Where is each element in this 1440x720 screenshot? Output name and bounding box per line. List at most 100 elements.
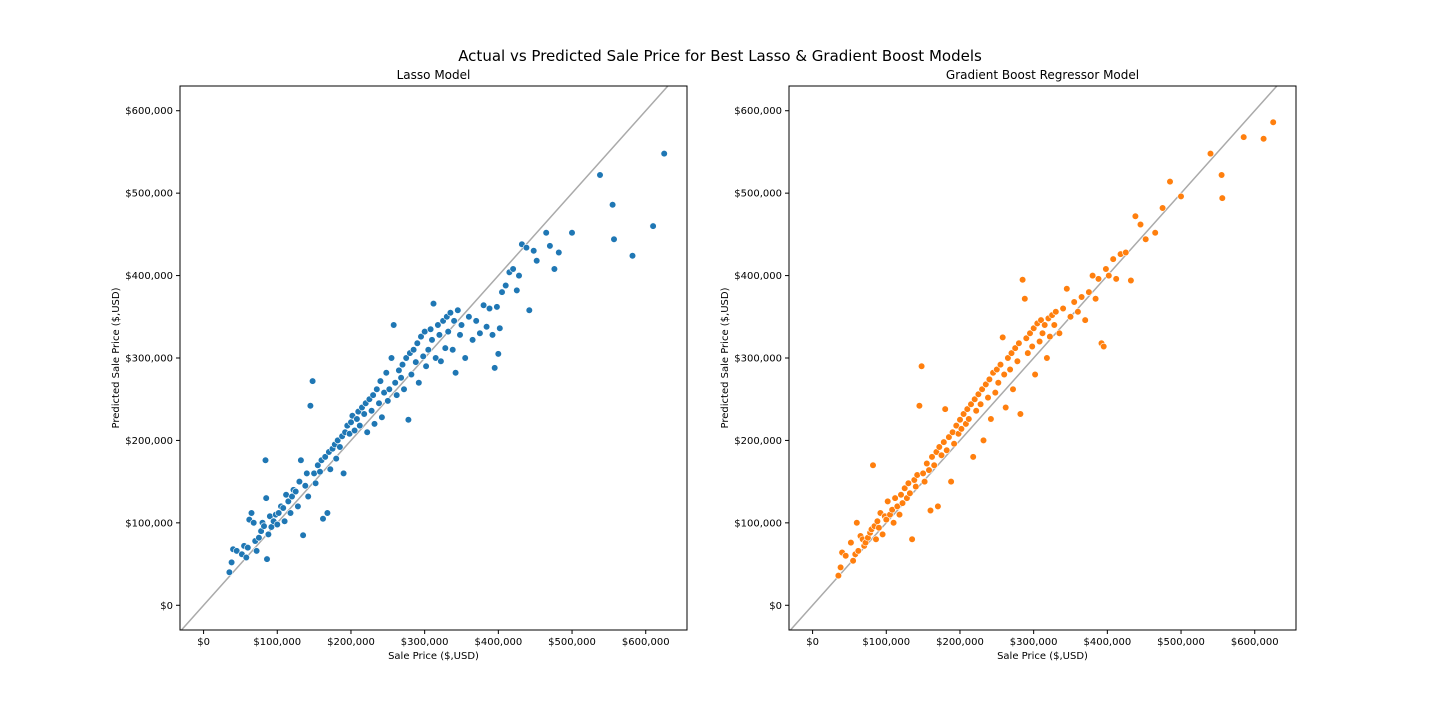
data-point [999,333,1007,342]
data-point [984,394,992,402]
data-point [945,433,953,441]
data-point [288,492,296,501]
data-point [987,415,995,423]
x-tick-label: $100,000 [862,637,910,648]
data-point [940,438,948,446]
data-point [263,555,271,563]
x-tick-label: $400,000 [474,637,522,648]
data-point [1041,321,1049,329]
data-point [1142,235,1150,243]
data-point [1091,295,1100,303]
data-point [546,242,554,250]
data-point [309,377,317,385]
data-point [297,456,305,464]
data-point [488,331,497,339]
y-tick-label: $100,000 [734,518,782,529]
data-point [432,354,440,362]
data-point [908,535,916,543]
data-point [872,535,880,543]
data-point [993,365,1001,374]
data-point [292,487,300,496]
data-point [889,519,898,527]
data-point [356,422,364,430]
data-point [991,389,999,397]
x-tick-label: $600,000 [622,637,670,648]
data-point [316,468,324,476]
data-point [382,369,390,377]
x-tick-label: $600,000 [1231,637,1279,648]
x-tick-label: $200,000 [327,637,375,648]
data-point [869,461,877,469]
data-point [472,317,480,325]
data-point [957,425,966,433]
data-point [434,321,442,329]
data-point [649,222,657,230]
data-point [906,489,914,497]
data-point [483,323,491,331]
gradient-boost-axes: $0 $100,000 $200,000 $300,000 $400,000 $500,0… [720,68,1297,662]
data-point [424,346,432,354]
data-point [255,534,263,542]
data-point [347,418,355,426]
data-point [427,325,435,333]
data-point [1166,178,1174,186]
data-point [930,461,938,469]
data-point [568,229,576,237]
data-point [387,354,396,362]
data-point [476,329,484,337]
data-point [1006,365,1014,374]
data-point [515,272,523,280]
data-point [898,499,907,507]
data-point [985,375,994,384]
data-point [273,520,281,529]
y-tick-label: $600,000 [125,106,173,117]
data-point [1052,308,1060,316]
data-point [304,492,312,501]
data-point [469,336,477,344]
y-axis-label: Predicted Sale Price ($,USD) [111,287,122,428]
y-tick-label: $500,000 [125,189,173,200]
y-tick-label: $300,000 [125,354,173,365]
data-point [834,571,843,580]
data-point [419,352,427,361]
data-point [982,380,990,389]
data-point [360,410,368,418]
data-point [301,482,309,490]
data-point [542,229,550,237]
data-point [952,422,960,430]
data-point [1038,329,1047,337]
data-point [1112,275,1120,283]
data-point [1074,308,1082,316]
data-point [435,331,444,339]
data-point [628,252,637,260]
data-point [994,379,1002,387]
data-point [1066,313,1075,321]
data-point [461,354,469,362]
data-point [950,440,958,448]
data-point [1035,337,1044,346]
data-point [948,428,957,436]
y-tick-label: $400,000 [734,271,782,282]
data-point [1016,410,1025,418]
data-point [332,455,340,463]
data-point [1240,133,1248,141]
data-point [1269,118,1277,126]
data-point [306,402,315,410]
x-tick-label: $200,000 [936,637,984,648]
data-point [912,483,920,491]
data-point [1109,255,1117,263]
data-point [253,547,261,555]
data-point [456,331,464,339]
data-point [449,346,457,354]
data-point [875,524,883,532]
data-point [282,491,290,499]
data-point [351,426,359,435]
data-point [247,509,256,517]
data-point [323,509,332,517]
data-point [956,416,964,424]
x-axis-label: Sale Price ($,USD) [388,651,479,662]
data-point [1206,150,1215,158]
y-tick-label: $600,000 [734,106,782,117]
x-tick-label: $300,000 [1010,637,1058,648]
data-point [1102,265,1110,273]
